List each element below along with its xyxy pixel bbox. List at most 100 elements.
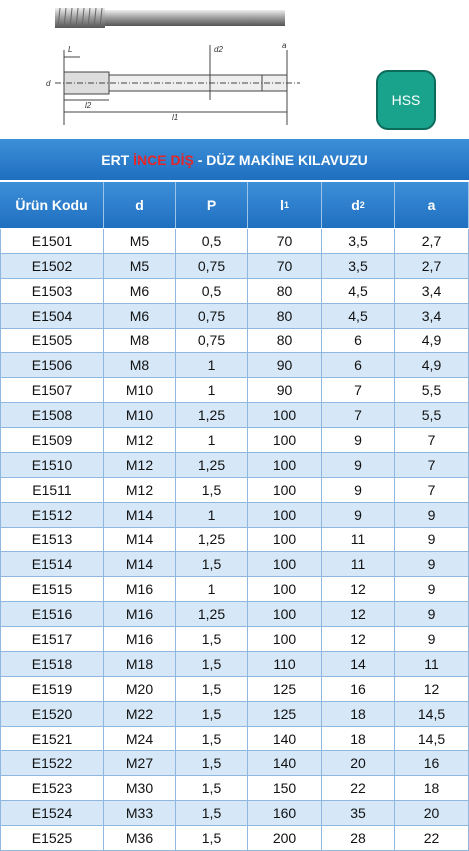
table-cell: E1516 — [0, 602, 104, 628]
header-text: P — [206, 197, 217, 213]
table-cell: 100 — [248, 428, 322, 453]
table-cell: E1512 — [0, 502, 104, 528]
table-cell: 70 — [248, 253, 322, 279]
table-cell: 1,5 — [176, 676, 248, 702]
table-cell: 100 — [248, 403, 322, 429]
table-cell: 3,4 — [395, 278, 469, 304]
table-cell: 9 — [395, 602, 469, 628]
column-header: d — [104, 182, 176, 228]
table-cell: 7 — [395, 477, 469, 503]
table-cell: 1,5 — [176, 477, 248, 503]
table-cell: 2,7 — [395, 229, 469, 254]
table-cell: 90 — [248, 353, 322, 379]
header-text: d — [351, 197, 360, 213]
table-cell: 22 — [395, 826, 469, 851]
title-part: ERT — [101, 151, 134, 168]
table-cell: M6 — [104, 278, 176, 304]
table-cell: 9 — [395, 527, 469, 553]
table-cell: 7 — [395, 428, 469, 453]
table-cell: 1,5 — [176, 701, 248, 727]
table-cell: 9 — [395, 577, 469, 603]
label-d2: d2 — [214, 45, 223, 54]
title-part: - DÜZ MAKİNE KILAVUZU — [193, 151, 368, 168]
table-cell: M12 — [104, 452, 176, 478]
column-header: a — [395, 182, 469, 228]
table-cell: M5 — [104, 229, 176, 254]
table-cell: 1,5 — [176, 751, 248, 777]
table-cell: 110 — [248, 651, 322, 677]
technical-drawing — [55, 45, 300, 125]
label-a: a — [282, 41, 287, 50]
table-cell: M8 — [104, 353, 176, 379]
table-cell: 22 — [322, 776, 395, 802]
table-cell: M10 — [104, 403, 176, 429]
table-cell: M22 — [104, 701, 176, 727]
table-cell: 0,75 — [176, 328, 248, 354]
table-cell: 1,25 — [176, 452, 248, 478]
table-cell: M16 — [104, 602, 176, 628]
table-cell: M12 — [104, 428, 176, 453]
table-cell: 11 — [395, 651, 469, 677]
table-cell: 9 — [322, 428, 395, 453]
table-cell: E1522 — [0, 751, 104, 777]
table-cell: M24 — [104, 726, 176, 752]
table-cell: 1,5 — [176, 776, 248, 802]
table-cell: 35 — [322, 801, 395, 827]
table-cell: 3,4 — [395, 303, 469, 329]
table-cell: 18 — [395, 776, 469, 802]
table-cell: 9 — [395, 627, 469, 652]
title-highlight: İNCE DİŞ — [133, 151, 194, 168]
table-cell: 160 — [248, 801, 322, 827]
table-cell: 100 — [248, 527, 322, 553]
table-cell: 16 — [322, 676, 395, 702]
table-cell: 140 — [248, 726, 322, 752]
table-cell: M6 — [104, 303, 176, 329]
table-cell: E1505 — [0, 328, 104, 354]
table-cell: M33 — [104, 801, 176, 827]
table-cell: M5 — [104, 253, 176, 279]
table-cell: 14,5 — [395, 701, 469, 727]
table-cell: 70 — [248, 229, 322, 254]
table-cell: 20 — [322, 751, 395, 777]
table-cell: 1,5 — [176, 552, 248, 578]
table-cell: 1,5 — [176, 826, 248, 851]
table-cell: 1,25 — [176, 527, 248, 553]
table-cell: E1519 — [0, 676, 104, 702]
table-cell: 1,5 — [176, 627, 248, 652]
thread-lines — [57, 7, 103, 29]
label-l2: l2 — [85, 101, 92, 110]
table-cell: 200 — [248, 826, 322, 851]
table-cell: E1501 — [0, 229, 104, 254]
table-cell: E1518 — [0, 651, 104, 677]
header-subscript: 1 — [283, 200, 289, 210]
table-cell: 3,5 — [322, 229, 395, 254]
table-cell: 0,75 — [176, 303, 248, 329]
table-cell: 125 — [248, 676, 322, 702]
table-cell: E1514 — [0, 552, 104, 578]
table-cell: 1,25 — [176, 602, 248, 628]
table-cell: 7 — [395, 452, 469, 478]
table-cell: 12 — [322, 602, 395, 628]
table-cell: 5,5 — [395, 403, 469, 429]
table-cell: 1 — [176, 353, 248, 379]
table-cell: E1506 — [0, 353, 104, 379]
table-cell: 14,5 — [395, 726, 469, 752]
table-cell: M27 — [104, 751, 176, 777]
tap-shank — [105, 10, 285, 26]
table-cell: 150 — [248, 776, 322, 802]
header-text: Ürün Kodu — [15, 197, 88, 213]
column-header: P — [176, 182, 248, 228]
table-cell: 11 — [322, 552, 395, 578]
table-cell: 20 — [395, 801, 469, 827]
table-cell: 100 — [248, 477, 322, 503]
table-cell: 4,5 — [322, 278, 395, 304]
table-cell: E1508 — [0, 403, 104, 429]
table-cell: E1504 — [0, 303, 104, 329]
table-cell: 12 — [322, 627, 395, 652]
header-text: d — [135, 197, 144, 213]
table-cell: M30 — [104, 776, 176, 802]
table-cell: 9 — [395, 552, 469, 578]
table-cell: M14 — [104, 527, 176, 553]
table-cell: M10 — [104, 378, 176, 404]
